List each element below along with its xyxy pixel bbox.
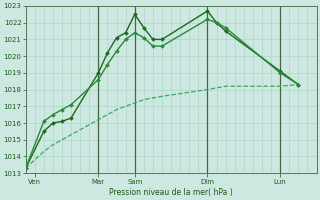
X-axis label: Pression niveau de la mer( hPa ): Pression niveau de la mer( hPa ) xyxy=(109,188,233,197)
